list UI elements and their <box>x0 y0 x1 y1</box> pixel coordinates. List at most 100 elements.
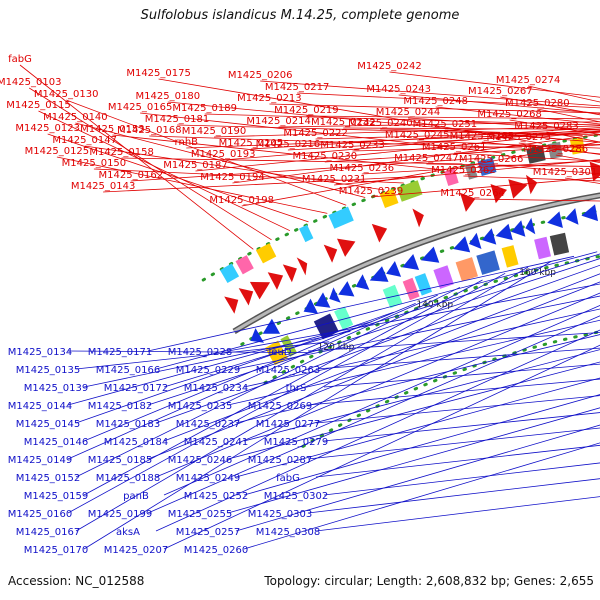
forward-feature-label: M1425_0217 <box>265 82 330 93</box>
forward-gene-arrow-7 <box>337 238 356 257</box>
reverse-leader-line <box>83 331 351 388</box>
reverse-leader-line <box>155 292 600 478</box>
reverse-leader-line <box>307 378 600 406</box>
reverse-cog-box-9 <box>476 250 500 275</box>
forward-cog-box-5 <box>379 188 399 208</box>
reverse-leader-line <box>227 283 600 352</box>
forward-cog-box-7 <box>443 168 459 186</box>
forward-leader-line <box>241 141 600 207</box>
forward-feature-label: M1425_0245 <box>385 130 450 141</box>
forward-leader-line <box>398 94 600 114</box>
dotted-ring-2 <box>263 254 600 385</box>
forward-feature-label: M1425_0264 <box>440 188 505 199</box>
forward-leader-line <box>472 198 600 202</box>
forward-gene-arrow-10 <box>460 192 476 212</box>
forward-leader-line <box>269 103 600 114</box>
reverse-gene-arrow-11 <box>453 236 471 253</box>
forward-feature-label: M1425_0265 <box>450 131 515 142</box>
forward-feature-label: M1425_0153 <box>80 124 145 135</box>
forward-feature-label: M1425_0247 <box>394 153 459 164</box>
reverse-cog-box-8 <box>455 257 478 282</box>
reverse-feature-label: thrS <box>286 383 307 394</box>
forward-feature-label: M1425_0130 <box>34 89 99 100</box>
reverse-feature-label: M1425_0185 <box>88 455 153 466</box>
forward-leader-line <box>204 113 600 126</box>
reverse-feature-label: M1425_0241 <box>184 437 249 448</box>
forward-leader-line <box>315 130 600 140</box>
reverse-leader-line <box>235 377 600 478</box>
forward-feature-label: M1425_0262 <box>431 165 496 176</box>
forward-feature-label: M1425_0175 <box>126 68 191 79</box>
reverse-feature-label: M1425_0257 <box>176 527 241 538</box>
forward-feature-label: M1425_0231 <box>302 174 367 185</box>
reverse-gene-arrow-6 <box>355 274 370 290</box>
reverse-feature-label: M1425_0139 <box>24 383 89 394</box>
forward-cog-box-4 <box>328 206 354 229</box>
forward-leader-line <box>444 129 600 143</box>
forward-leader-line <box>463 175 600 182</box>
forward-cog-box-1 <box>235 255 254 275</box>
forward-feature-label: M1425_0266 <box>459 154 524 165</box>
reverse-leader-line <box>315 395 600 424</box>
reverse-leader-line <box>147 255 575 352</box>
forward-feature-label: M1425_0115 <box>6 100 71 111</box>
kbp-tick-label: 120 kbp <box>318 343 355 353</box>
reverse-feature-label: M1425_0159 <box>24 491 89 502</box>
reverse-feature-label: M1425_0199 <box>88 509 153 520</box>
reverse-gene-arrow-5 <box>338 281 355 297</box>
forward-leader-line <box>352 144 600 152</box>
reverse-cog-box-11 <box>534 236 551 260</box>
reverse-leader-line <box>163 305 600 496</box>
forward-feature-label: M1425_0219 <box>274 105 339 116</box>
reverse-feature-label: M1425_0277 <box>256 419 321 430</box>
reverse-leader-line <box>147 281 600 460</box>
reverse-leader-line <box>147 258 600 406</box>
reverse-cog-box-2 <box>313 313 339 340</box>
forward-leader-line <box>84 145 385 191</box>
forward-leader-line <box>334 159 600 186</box>
forward-feature-label: rnhB <box>175 137 199 148</box>
forward-leader-line <box>380 128 600 136</box>
reverse-gene-arrow-12 <box>468 232 482 249</box>
reverse-feature-label: M1425_0135 <box>16 365 81 376</box>
reverse-feature-label: M1425_0279 <box>264 437 329 448</box>
forward-feature-label: M1425_0123 <box>15 123 80 134</box>
forward-feature-label: M1425_0230 <box>293 151 358 162</box>
reverse-leader-line <box>315 347 600 370</box>
reverse-feature-label: M1425_0234 <box>184 383 249 394</box>
reverse-feature-label: M1425_0228 <box>168 347 233 358</box>
forward-cog-box-8 <box>464 162 478 180</box>
reverse-cog-box-3 <box>334 306 354 330</box>
reverse-feature-label: M1425_0172 <box>104 383 169 394</box>
forward-feature-label: M1425_0143 <box>71 181 136 192</box>
forward-leader-line <box>223 128 600 161</box>
reverse-leader-line <box>83 261 552 550</box>
forward-feature-label: M1425_0189 <box>172 103 237 114</box>
forward-feature-label: M1425_0239 <box>339 186 404 197</box>
reverse-cog-box-5 <box>402 277 420 301</box>
reverse-gene-arrow-13 <box>481 228 497 245</box>
forward-leader-line <box>38 110 291 232</box>
map-title: Sulfolobus islandicus M.14.25, complete … <box>140 8 460 23</box>
forward-gene-arrow-9 <box>412 208 424 228</box>
reverse-feature-label: M1425_0260 <box>184 545 249 556</box>
reverse-feature-label: M1425_0188 <box>96 473 161 484</box>
reverse-leader-line <box>315 496 600 532</box>
forward-feature-label: M1425_0180 <box>136 91 201 102</box>
reverse-leader-line <box>307 478 600 514</box>
reverse-feature-label: M1425_0171 <box>88 347 153 358</box>
forward-leader-line <box>93 168 404 184</box>
forward-feature-label: M1425_0222 <box>283 128 348 139</box>
forward-gene-arrow-6 <box>323 244 338 263</box>
forward-feature-label: M1425_0165 <box>108 102 173 113</box>
reverse-gene-arrow-2 <box>303 298 319 314</box>
forward-cog-box-10 <box>526 145 546 164</box>
forward-leader-line <box>195 130 600 172</box>
forward-feature-label: M1425_0194 <box>200 172 265 183</box>
forward-leader-line <box>232 133 600 184</box>
reverse-feature-label: M1425_0166 <box>96 365 161 376</box>
forward-leader-line <box>103 175 424 193</box>
reverse-leader-line <box>323 462 600 496</box>
forward-feature-label: M1425_0251 <box>413 119 478 130</box>
forward-gene-arrow-5 <box>296 257 308 276</box>
